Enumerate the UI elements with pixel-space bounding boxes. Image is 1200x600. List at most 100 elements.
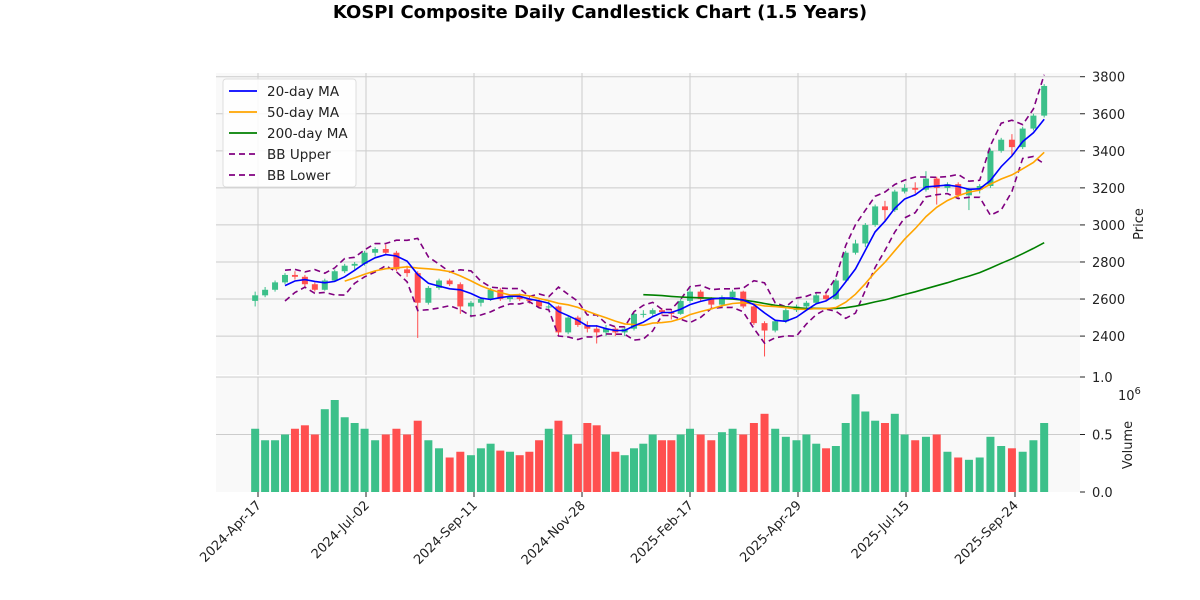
chart-title: KOSPI Composite Daily Candlestick Chart … [333, 2, 867, 23]
candle-body [852, 243, 859, 253]
legend-entry: 50-day MA [267, 105, 340, 121]
volume-bar [900, 434, 909, 492]
volume-bar [403, 434, 412, 492]
volume-bar [340, 417, 349, 492]
volume-bars [251, 394, 1049, 492]
candle-body [507, 297, 513, 300]
volume-bar [771, 428, 780, 492]
candle-body [708, 299, 715, 305]
volume-bar [880, 423, 889, 492]
volume-bar [686, 428, 694, 492]
candle-body [872, 206, 879, 225]
volume-bar [350, 423, 359, 492]
volume-bar [822, 448, 831, 492]
candle-body [526, 299, 533, 301]
volume-bar [658, 440, 666, 492]
volume-bar [573, 443, 582, 492]
candle-body [718, 297, 725, 305]
candle-body [649, 310, 656, 314]
y-tick-label: 3800 [1092, 71, 1125, 86]
candle-body [782, 310, 789, 322]
y-tick-label: 2600 [1092, 293, 1125, 308]
volume-bar [360, 428, 369, 492]
candle-body [341, 265, 348, 272]
volume-bar [611, 451, 620, 492]
ma200-line [643, 241, 1045, 310]
volume-bar [466, 455, 475, 492]
candle-body [436, 280, 443, 288]
volume-bar [525, 451, 534, 492]
candle-body [282, 274, 288, 283]
y-tick-label: 2400 [1092, 330, 1125, 345]
candle-body [593, 328, 600, 333]
volume-bar [781, 436, 790, 492]
volume-bar [986, 436, 995, 492]
volume-tick-label: 0.0 [1092, 486, 1113, 501]
candle-body [640, 313, 647, 315]
volume-bar [812, 443, 821, 492]
candle-body [1041, 85, 1048, 116]
candle-body [891, 191, 898, 211]
volume-bar [300, 425, 309, 492]
volume-bar [696, 434, 705, 492]
y-tick-label: 2800 [1092, 256, 1125, 271]
volume-bar [676, 434, 685, 492]
volume-bar [290, 428, 299, 492]
y-tick-label: 3600 [1092, 108, 1125, 123]
volume-bar [506, 451, 514, 492]
y-tick-label: 3000 [1092, 219, 1125, 234]
candle-body [361, 252, 368, 264]
volume-multiplier-exponent: 6 [1135, 386, 1141, 397]
volume-bar [1040, 423, 1049, 492]
volume-bar [739, 434, 748, 492]
volume-bar [932, 434, 941, 492]
candle-body [987, 150, 994, 187]
volume-bar [707, 440, 716, 492]
candle-body [467, 302, 474, 307]
legend-entry: BB Lower [267, 168, 331, 184]
volume-bar [975, 457, 984, 492]
candle-body [393, 252, 400, 270]
volume-bar [592, 425, 601, 492]
volume-bar [456, 451, 465, 492]
candle-body [842, 252, 849, 281]
volume-bar [749, 423, 758, 492]
volume-bar [630, 448, 638, 492]
candle-body [301, 276, 308, 285]
candle-body [901, 187, 908, 192]
volume-bar [760, 413, 769, 492]
indicator-lines [284, 74, 1045, 345]
candle-body [272, 282, 279, 290]
candle-body [659, 310, 665, 313]
x-tick-label: 2025-Jul-15 [849, 498, 913, 562]
volume-tick-label: 1.0 [1092, 371, 1113, 386]
volume-bar [381, 434, 390, 492]
candle-body [497, 289, 504, 300]
candle-body [1019, 128, 1026, 148]
candle-body [321, 280, 328, 290]
volume-bar [445, 457, 454, 492]
candle-body [687, 291, 693, 301]
grid [216, 73, 1080, 492]
volume-bar [921, 436, 930, 492]
legend: 20-day MA 50-day MA 200-day MA BB Upper BB L… [222, 78, 357, 188]
candle-body [311, 284, 318, 290]
candle-body [382, 249, 389, 253]
candle-body [291, 274, 298, 277]
candle-body [457, 284, 464, 307]
volume-bar [320, 409, 329, 492]
candle-body [803, 302, 810, 307]
volume-bar [861, 411, 870, 492]
candle-body [262, 289, 269, 296]
y-tick-label: 3200 [1092, 182, 1125, 197]
volume-bar [435, 448, 444, 492]
volume-bar [1029, 440, 1038, 492]
volume-bar [1007, 448, 1016, 492]
volume-bar [871, 420, 880, 492]
volume-bar [639, 443, 648, 492]
ma50-line [344, 151, 1045, 327]
volume-bar [911, 440, 920, 492]
volume-tick-label: 0.5 [1092, 429, 1113, 444]
y-axis-label: Price [1132, 208, 1147, 240]
volume-bar [261, 440, 270, 492]
